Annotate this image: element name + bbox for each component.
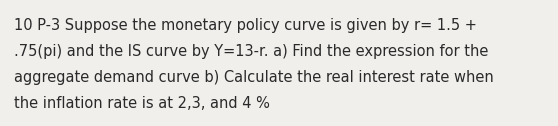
Text: aggregate demand curve b) Calculate the real interest rate when: aggregate demand curve b) Calculate the … <box>14 70 494 85</box>
Text: the inflation rate is at 2,3, and 4 %: the inflation rate is at 2,3, and 4 % <box>14 96 270 111</box>
Text: .75(pi) and the IS curve by Y=13-r. a) Find the expression for the: .75(pi) and the IS curve by Y=13-r. a) F… <box>14 44 488 59</box>
Text: 10 P-3 Suppose the monetary policy curve is given by r= 1.5 +: 10 P-3 Suppose the monetary policy curve… <box>14 18 477 33</box>
